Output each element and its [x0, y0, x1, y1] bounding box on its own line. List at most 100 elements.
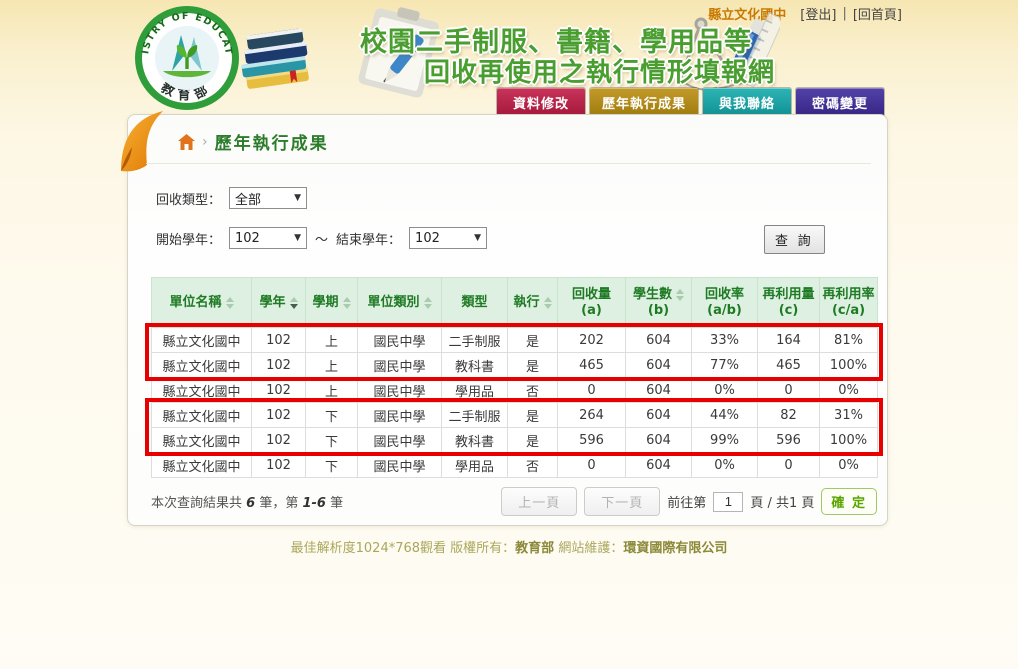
table-cell: 縣立文化國中 [151, 377, 252, 403]
chevron-down-icon: ▼ [294, 233, 302, 243]
nav-tab-history-results[interactable]: 歷年執行成果 [590, 88, 699, 118]
table-cell: 下 [305, 402, 358, 428]
end-year-value: 102 [415, 230, 440, 246]
table-cell: 604 [625, 377, 692, 403]
confirm-button[interactable]: 確 定 [821, 488, 877, 515]
nav-tab-contact-us[interactable]: 與我聯絡 [703, 88, 792, 118]
next-page-button[interactable]: 下一頁 [584, 487, 661, 516]
table-cell: 164 [757, 327, 820, 353]
footer-text: 最佳解析度1024*768觀看 版權所有： [290, 541, 516, 556]
page-title: 歷年執行成果 [214, 134, 329, 154]
page-number-input[interactable] [713, 491, 744, 512]
ministry-of-education-logo: MINISTRY OF EDUCATION 教育部 [134, 5, 239, 110]
content-panel: › 歷年執行成果 回收類型： 全部 ▼ 開始學年： 102 ▼ ～ 結束學年： … [121, 111, 888, 526]
table-cell: 國民中學 [357, 327, 442, 353]
table-cell: 465 [757, 352, 820, 378]
sort-icon [543, 296, 552, 309]
table-cell: 否 [507, 452, 558, 478]
recycle-type-label: 回收類型： [156, 192, 222, 208]
start-year-select[interactable]: 102 ▼ [229, 227, 308, 249]
sort-icon [289, 296, 298, 309]
table-cell: 604 [625, 352, 692, 378]
breadcrumb: › 歷年執行成果 [178, 129, 329, 154]
search-button[interactable]: 查 詢 [764, 225, 825, 254]
site-title-line1: 校園二手制服、書籍、學用品等 [360, 27, 752, 58]
table-cell: 上 [305, 327, 358, 353]
recycle-type-value: 全部 [235, 192, 262, 208]
sort-icon [225, 296, 234, 309]
filter-row-recycle-type: 回收類型： 全部 ▼ [156, 187, 308, 209]
column-header: 再利用率 (c/a) [819, 277, 878, 328]
table-cell: 是 [507, 352, 558, 378]
column-header[interactable]: 學生數 (b) [625, 277, 692, 328]
chevron-down-icon: ▼ [474, 233, 482, 243]
table-cell: 596 [557, 427, 626, 453]
results-range: 1-6 [302, 496, 326, 511]
column-header[interactable]: 學年 [251, 277, 306, 328]
column-header[interactable]: 學期 [305, 277, 358, 328]
chevron-down-icon: ▼ [294, 193, 302, 203]
breadcrumb-separator: › [202, 133, 208, 150]
table-cell: 國民中學 [357, 452, 442, 478]
table-cell: 31% [819, 402, 878, 428]
sort-icon [342, 296, 351, 309]
table-cell: 82 [757, 402, 820, 428]
results-table: 單位名稱 學年 學期 單位類別 類型 執行 回收量 (a) 學生數 (b) 回收率 (a/b) 再利用量… [151, 277, 878, 478]
table-cell: 二手制服 [441, 402, 508, 428]
table-cell: 縣立文化國中 [151, 452, 252, 478]
compass-pen-icon [672, 12, 780, 91]
footer-maintainer-link[interactable]: 環資國際有限公司 [623, 541, 728, 556]
table-cell: 否 [507, 377, 558, 403]
table-cell: 縣立文化國中 [151, 427, 252, 453]
home-link[interactable]: [回首頁] [852, 8, 902, 23]
site-title-line2: 回收再使用之執行情形填報網 [424, 58, 776, 88]
results-count: 6 [246, 496, 256, 511]
table-cell: 102 [251, 452, 306, 478]
table-cell: 596 [757, 427, 820, 453]
table-cell: 是 [507, 327, 558, 353]
table-cell: 二手制服 [441, 327, 508, 353]
table-cell: 教科書 [441, 427, 508, 453]
column-header[interactable]: 執行 [507, 277, 558, 328]
table-cell: 0% [691, 452, 758, 478]
goto-page-label: 前往第 [667, 496, 707, 511]
footer-owner-link[interactable]: 教育部 [515, 541, 555, 556]
nav-tab-password-change[interactable]: 密碼變更 [796, 88, 885, 118]
table-cell: 國民中學 [357, 377, 442, 403]
end-year-label: 結束學年： [336, 232, 402, 248]
table-cell: 0 [757, 377, 820, 403]
link-separator: | [842, 6, 847, 21]
logout-link[interactable]: [登出] [800, 8, 837, 23]
column-header[interactable]: 單位類別 [357, 277, 442, 328]
table-cell: 0 [757, 452, 820, 478]
table-cell: 102 [251, 427, 306, 453]
results-summary: 本次查詢結果共 6 筆，第 1-6 筆 [151, 496, 344, 511]
table-cell: 0% [691, 377, 758, 403]
table-cell: 99% [691, 427, 758, 453]
start-year-label: 開始學年： [156, 232, 222, 248]
table-cell: 學用品 [441, 377, 508, 403]
footer-maintain-label: 網站維護： [554, 541, 624, 556]
table-cell: 100% [819, 352, 878, 378]
nav-tab-data-edit[interactable]: 資料修改 [497, 88, 585, 118]
results-table-head-row: 單位名稱 學年 學期 單位類別 類型 執行 回收量 (a) 學生數 (b) 回收率 (a/b) 再利用量… [151, 277, 878, 328]
clipboard-pen-icon [358, 7, 439, 98]
table-row: 縣立文化國中 102 上國民中學 學用品否 0 604 0% 0 0% [151, 377, 878, 403]
start-year-value: 102 [235, 230, 260, 246]
table-row: 縣立文化國中 102 下國民中學 學用品否 0 604 0% 0 0% [151, 452, 878, 478]
table-cell: 0% [819, 377, 878, 403]
end-year-select[interactable]: 102 ▼ [409, 227, 488, 249]
table-row: 縣立文化國中 102 下國民中學 教科書是 596 604 99% 596 100% [151, 427, 878, 453]
table-cell: 264 [557, 402, 626, 428]
prev-page-button[interactable]: 上一頁 [501, 487, 578, 516]
table-cell: 77% [691, 352, 758, 378]
column-header[interactable]: 單位名稱 [151, 277, 252, 328]
books-icon [241, 28, 309, 89]
filter-row-years: 開始學年： 102 ▼ ～ 結束學年： 102 ▼ [156, 227, 488, 249]
column-header: 再利用量 (c) [757, 277, 820, 328]
home-icon[interactable] [178, 133, 195, 150]
table-cell: 465 [557, 352, 626, 378]
table-cell: 604 [625, 402, 692, 428]
recycle-type-select[interactable]: 全部 ▼ [229, 187, 308, 209]
